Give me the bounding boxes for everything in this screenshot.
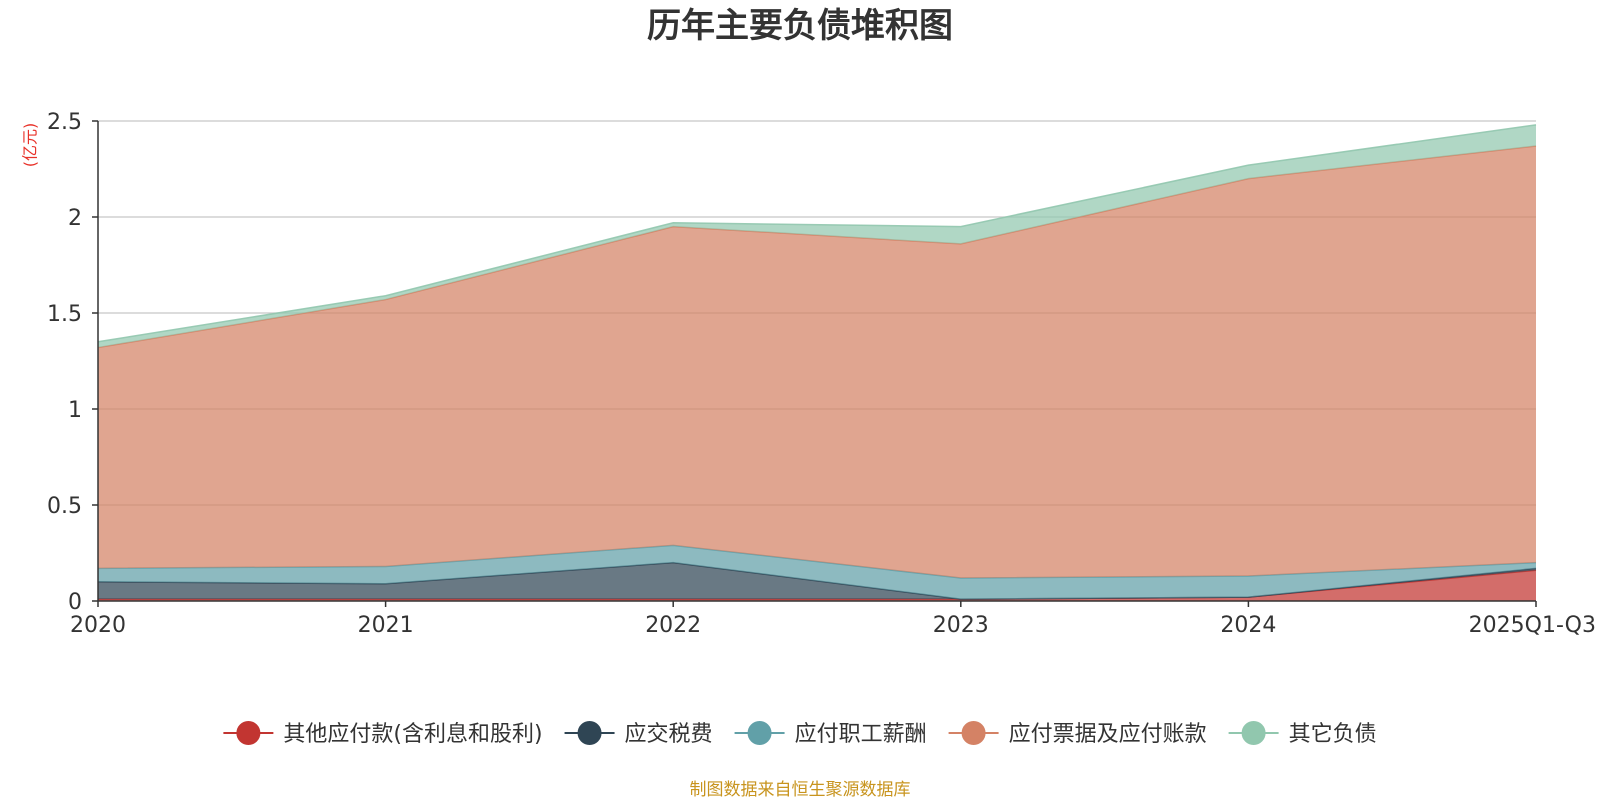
area-series-line-1 — [97, 561, 1537, 600]
area-series — [97, 124, 1537, 601]
area-series-0 — [98, 570, 1536, 601]
legend-marker — [1241, 721, 1266, 745]
y-axis-unit: (亿元) — [21, 123, 40, 168]
legend-marker — [577, 721, 602, 745]
legend-marker — [236, 721, 261, 745]
x-tick-label: 2024 — [1220, 613, 1276, 638]
legend-item-2[interactable]: 应付职工薪酬 — [734, 721, 927, 747]
legend-label: 其它负债 — [1289, 722, 1377, 747]
area-series-1 — [98, 562, 1536, 600]
x-tick-label: 2021 — [358, 613, 414, 638]
legend: 其他应付款(含利息和股利) 应交税费 应付职工薪酬 应付票据及应付账款 其它负债 — [223, 721, 1377, 747]
x-tick-label: 2025Q1-Q3 — [1469, 613, 1596, 638]
area-series-3 — [98, 145, 1536, 578]
axes — [97, 121, 1536, 602]
legend-item-3[interactable]: 应付票据及应付账款 — [948, 721, 1207, 747]
y-tick-label: 1 — [68, 398, 82, 423]
area-series-line-4 — [97, 124, 1537, 343]
legend-item-0[interactable]: 其他应付款(含利息和股利) — [223, 721, 543, 747]
legend-label: 应付职工薪酬 — [795, 722, 927, 747]
y-tick-label: 2 — [68, 206, 82, 231]
legend-marker — [747, 721, 772, 745]
source-note: 制图数据来自恒生聚源数据库 — [690, 780, 911, 800]
x-tick-labels: 2020 2021 2022 2023 2024 2025Q1-Q3 — [70, 601, 1596, 638]
area-series-4 — [98, 124, 1536, 348]
legend-item-1[interactable]: 应交税费 — [564, 721, 713, 747]
x-tick-label: 2022 — [645, 613, 701, 638]
x-tick-label: 2023 — [933, 613, 989, 638]
y-tick-labels: 0 0.5 1 1.5 2 2.5 — [47, 110, 98, 615]
area-series-2 — [98, 545, 1536, 600]
legend-label: 应交税费 — [625, 722, 713, 747]
x-tick-label: 2020 — [70, 613, 126, 638]
y-tick-label: 0.5 — [47, 494, 82, 519]
y-tick-label: 1.5 — [47, 302, 82, 327]
y-tick-label: 2.5 — [47, 110, 82, 135]
legend-label: 其他应付款(含利息和股利) — [283, 722, 542, 747]
legend-marker — [961, 721, 986, 745]
chart-title: 历年主要负债堆积图 — [647, 6, 953, 46]
legend-item-4[interactable]: 其它负债 — [1228, 721, 1377, 747]
y-tick-label: 0 — [68, 590, 82, 615]
legend-label: 应付票据及应付账款 — [1009, 722, 1207, 747]
